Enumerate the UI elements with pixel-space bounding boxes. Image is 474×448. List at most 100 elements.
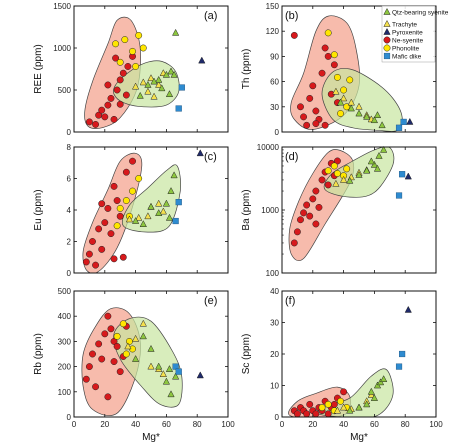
point-ne-syenite-7: [104, 312, 112, 320]
point-pyroxenite-0: [198, 56, 206, 64]
y-tick-label: 150: [266, 2, 280, 11]
point-qtz-bearing-syenite-9: [172, 28, 180, 36]
point-trachyte-3: [155, 80, 163, 88]
point-ne-syenite-1: [293, 410, 301, 418]
point-qtz-bearing-syenite-2: [147, 202, 155, 210]
point-ne-syenite-6: [312, 107, 320, 115]
y-tick-label: 30: [270, 319, 279, 328]
point-qtz-bearing-syenite-1: [144, 80, 152, 88]
point-trachyte-0: [333, 406, 342, 414]
point-ne-syenite-11: [116, 212, 124, 220]
point-trachyte-2: [147, 74, 155, 82]
chart-panel-d: 100 1000 10000 Ba (ppm) (d): [241, 143, 437, 278]
point-ne-syenite-5: [98, 245, 106, 253]
x-tick-label: 80: [193, 420, 202, 429]
y-tick-label: 60: [270, 78, 279, 87]
point-ne-syenite-11: [324, 410, 332, 418]
point-phonolite-1: [122, 197, 130, 205]
x-tick-label: 0: [280, 420, 285, 429]
point-qtz-bearing-syenite-2: [147, 344, 155, 352]
point-ne-syenite-4: [303, 410, 311, 418]
point-qtz-bearing-syenite-6: [380, 375, 388, 383]
y-tick-label: 500: [58, 287, 72, 296]
point-phonolite-3: [340, 86, 348, 94]
x-tick-label: 40: [339, 420, 348, 429]
y-tick-label: 500: [58, 86, 72, 95]
point-mafic-dike-1: [399, 350, 406, 358]
point-qtz-bearing-syenite-3: [370, 394, 379, 401]
point-phonolite-0: [116, 204, 124, 212]
point-mafic-dike-1: [178, 84, 185, 91]
legend-marker-pyroxenite: [383, 27, 391, 35]
point-qtz-bearing-syenite-8: [165, 90, 174, 98]
point-ne-syenite-11: [124, 63, 132, 70]
point-ne-syenite-14: [129, 157, 136, 165]
y-tick-label: 20: [270, 350, 279, 359]
point-ne-syenite-10: [113, 342, 121, 350]
point-phonolite-2: [125, 337, 133, 345]
chart-panel-a: 0 500 1000 1500 REE (ppm) (a): [33, 2, 229, 137]
point-qtz-bearing-syenite-2: [363, 166, 371, 174]
legend-marker-mafic-dike: [383, 52, 391, 60]
point-ne-syenite-6: [101, 330, 109, 338]
point-ne-syenite-12: [112, 54, 120, 62]
point-pyroxenite-0: [404, 172, 412, 180]
point-ne-syenite-4: [95, 340, 103, 348]
point-trachyte-0: [125, 215, 134, 223]
point-ne-syenite-9: [318, 176, 326, 184]
panel-label: (b): [285, 10, 298, 22]
legend-box: [381, 5, 436, 63]
plot-frame: [73, 290, 229, 418]
point-ne-syenite-15: [321, 121, 329, 129]
point-phonolite-1: [324, 400, 332, 408]
point-phonolite-3: [129, 187, 136, 195]
chart-panel-b: 0 30 60 90 120 150 Th (ppm) (b): [241, 2, 437, 137]
panel-label: (e): [204, 295, 217, 307]
y-tick-label: 1000: [261, 206, 279, 215]
point-phonolite-4: [343, 165, 351, 173]
point-qtz-bearing-syenite-1: [347, 104, 355, 112]
point-qtz-bearing-syenite-4: [375, 151, 383, 159]
point-trachyte-2: [139, 319, 147, 327]
legend-label-qtz-bearing-syenite: Qtz-bearing syenite: [392, 9, 449, 16]
point-trachyte-4: [155, 199, 163, 207]
point-qtz-bearing-syenite-1: [139, 332, 147, 340]
point-mafic-dike-0: [175, 105, 182, 112]
point-phonolite-0: [113, 332, 121, 340]
y-tick-label: 100: [266, 269, 280, 278]
y-tick-label: 1000: [53, 44, 71, 53]
chart-panel-e: 0 100 200 300 400 500 0 20 40 60 80 100 Rb (ppm) (e) M…: [33, 287, 235, 443]
point-ne-syenite-1: [297, 103, 304, 111]
point-ne-syenite-9: [110, 182, 118, 190]
point-ne-syenite-3: [303, 121, 311, 129]
point-phonolite-0: [112, 40, 120, 48]
point-phonolite-1: [121, 36, 129, 44]
point-ne-syenite-2: [89, 350, 96, 358]
point-trachyte-5: [150, 92, 158, 100]
point-phonolite-5: [113, 222, 121, 230]
panel-label: (f): [285, 295, 295, 307]
point-qtz-bearing-syenite-6: [158, 84, 166, 92]
x-tick-label: 20: [100, 420, 109, 429]
point-qtz-bearing-syenite-4: [162, 199, 171, 207]
point-ne-syenite-8: [113, 86, 121, 94]
point-trachyte-6: [144, 87, 152, 95]
point-pyroxenite-0: [196, 371, 204, 379]
point-phonolite-4: [135, 175, 143, 182]
legend-marker-qtz-bearing-syenite: [383, 7, 391, 15]
point-qtz-bearing-syenite-7: [367, 387, 375, 395]
legend-label-phonolite: Phonolite: [392, 45, 419, 52]
point-ne-syenite-1: [85, 250, 93, 258]
point-ne-syenite-4: [101, 113, 109, 121]
point-phonolite-3: [135, 31, 143, 39]
marker-layer: [290, 145, 412, 247]
point-mafic-dike-0: [395, 363, 403, 370]
y-axis-label: REE (ppm): [33, 44, 44, 93]
point-ne-syenite-13: [122, 168, 130, 176]
point-ne-syenite-9: [110, 337, 118, 345]
point-ne-syenite-15: [116, 100, 124, 108]
point-mafic-dike-1: [175, 199, 182, 206]
legend-marker-phonolite: [383, 44, 391, 52]
point-qtz-bearing-syenite-3: [370, 160, 379, 168]
y-tick-label: 10: [270, 382, 279, 391]
